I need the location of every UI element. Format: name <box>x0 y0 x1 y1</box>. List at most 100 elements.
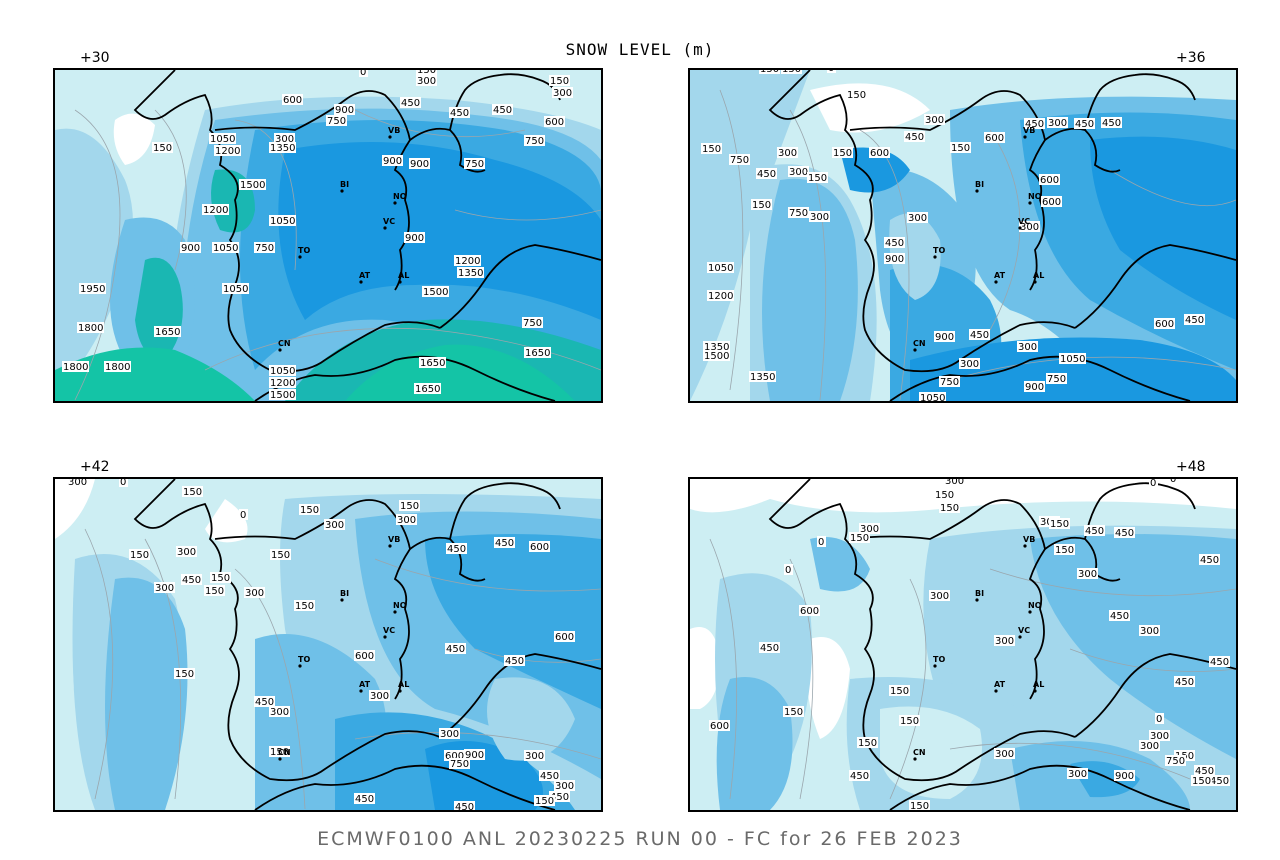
svg-text:150: 150 <box>153 143 172 154</box>
contour-label: 300 <box>369 690 390 702</box>
city-marker-vb: VB <box>1023 126 1035 139</box>
contour-label: 1200 <box>707 290 734 302</box>
svg-text:150: 150 <box>760 70 779 75</box>
contour-label: 300 <box>959 358 980 370</box>
contour-label: 150 <box>1054 544 1075 556</box>
snow-zone-2 <box>205 499 248 543</box>
contour-label: 150 <box>294 600 315 612</box>
contour-label: 150 <box>1049 518 1070 530</box>
contour-line-2 <box>889 578 927 800</box>
contour-line-2 <box>859 129 910 401</box>
svg-text:300: 300 <box>860 524 879 535</box>
svg-text:300: 300 <box>397 515 416 526</box>
contour-label: 600 <box>1039 174 1060 186</box>
svg-text:NO: NO <box>1028 192 1042 201</box>
contour-label: 300 <box>554 780 575 792</box>
svg-text:900: 900 <box>405 233 424 244</box>
svg-text:300: 300 <box>370 691 389 702</box>
contour-label: 1050 <box>222 283 249 295</box>
contour-label: 900 <box>464 749 485 761</box>
svg-text:450: 450 <box>760 643 779 654</box>
contour-label: 150 <box>174 668 195 680</box>
contour-label: 300 <box>1067 768 1088 780</box>
svg-text:150: 150 <box>858 738 877 749</box>
contour-label: 150 <box>210 572 231 584</box>
contour-label: 450 <box>1101 117 1122 129</box>
city-marker-vb: VB <box>388 535 400 548</box>
contour-label: 300 <box>788 166 809 178</box>
svg-text:300: 300 <box>555 781 574 792</box>
city-marker-al: AL <box>1033 680 1044 693</box>
city-marker-at: AT <box>359 680 371 693</box>
svg-text:600: 600 <box>545 117 564 128</box>
snow-zone-1 <box>55 479 95 539</box>
svg-text:NO: NO <box>393 601 407 610</box>
contour-label: 300 <box>1019 221 1040 233</box>
svg-text:600: 600 <box>985 133 1004 144</box>
svg-text:150: 150 <box>850 533 869 544</box>
contour-label: 450 <box>504 655 525 667</box>
contour-label: 900 <box>934 331 955 343</box>
contour-label: 450 <box>1074 118 1095 130</box>
svg-text:750: 750 <box>255 243 274 254</box>
contour-label: 300 <box>67 479 88 488</box>
svg-text:VC: VC <box>1018 626 1030 635</box>
svg-text:450: 450 <box>1075 119 1094 130</box>
svg-text:1050: 1050 <box>210 134 235 145</box>
contour-label: 300 <box>416 75 437 87</box>
svg-text:300: 300 <box>778 148 797 159</box>
contour-label: 450 <box>1114 527 1135 539</box>
map-panel-3-canvas: 3000150015015030045060045015030003001501… <box>55 479 601 810</box>
contour-label: 750 <box>254 242 275 254</box>
contour-label: 300 <box>154 582 175 594</box>
city-marker-vc: VC <box>1018 626 1030 639</box>
svg-text:1200: 1200 <box>708 291 733 302</box>
contour-label: 750 <box>522 317 543 329</box>
contour-label: 1050 <box>707 262 734 274</box>
svg-text:300: 300 <box>275 134 294 145</box>
contour-label: 450 <box>539 770 560 782</box>
svg-text:150: 150 <box>417 70 436 76</box>
city-marker-to: TO <box>298 246 310 259</box>
svg-text:150: 150 <box>400 501 419 512</box>
svg-text:1050: 1050 <box>213 243 238 254</box>
contour-line-0 <box>709 538 738 800</box>
svg-text:0: 0 <box>818 537 824 548</box>
contour-label: 150 <box>899 715 920 727</box>
svg-text:1650: 1650 <box>525 348 550 359</box>
contour-label: 750 <box>326 115 347 127</box>
svg-text:1650: 1650 <box>415 384 440 395</box>
svg-text:TO: TO <box>933 655 945 664</box>
contour-label: 150 <box>129 549 150 561</box>
svg-text:150: 150 <box>183 487 202 498</box>
svg-text:1800: 1800 <box>105 362 130 373</box>
contour-label: 300 <box>1139 625 1160 637</box>
contour-label: 1350 <box>703 341 730 353</box>
contour-label: 300 <box>809 211 830 223</box>
contour-line-2 <box>234 568 306 810</box>
contour-label: 150 <box>939 502 960 514</box>
border-line-2 <box>409 73 561 141</box>
border-line-2 <box>1044 73 1196 141</box>
contour-label: 1050 <box>209 133 236 145</box>
svg-text:150: 150 <box>550 76 569 87</box>
city-marker-to: TO <box>933 655 945 668</box>
svg-text:1200: 1200 <box>455 256 480 267</box>
contour-label: 900 <box>409 158 430 170</box>
contour-label: 0 <box>827 70 836 74</box>
snow-zone-12 <box>487 677 575 761</box>
contour-label: 750 <box>729 154 750 166</box>
snow-zone-4 <box>762 178 858 401</box>
border-line-5 <box>254 764 556 810</box>
contour-label: 1650 <box>414 383 441 395</box>
contour-label: 1500 <box>239 179 266 191</box>
svg-text:1350: 1350 <box>458 268 483 279</box>
svg-text:TO: TO <box>298 246 310 255</box>
svg-text:150: 150 <box>211 573 230 584</box>
contour-label: 150 <box>399 500 420 512</box>
svg-text:450: 450 <box>1200 555 1219 566</box>
svg-text:750: 750 <box>1047 374 1066 385</box>
svg-text:150: 150 <box>271 550 290 561</box>
contour-label: 150 <box>751 199 772 211</box>
